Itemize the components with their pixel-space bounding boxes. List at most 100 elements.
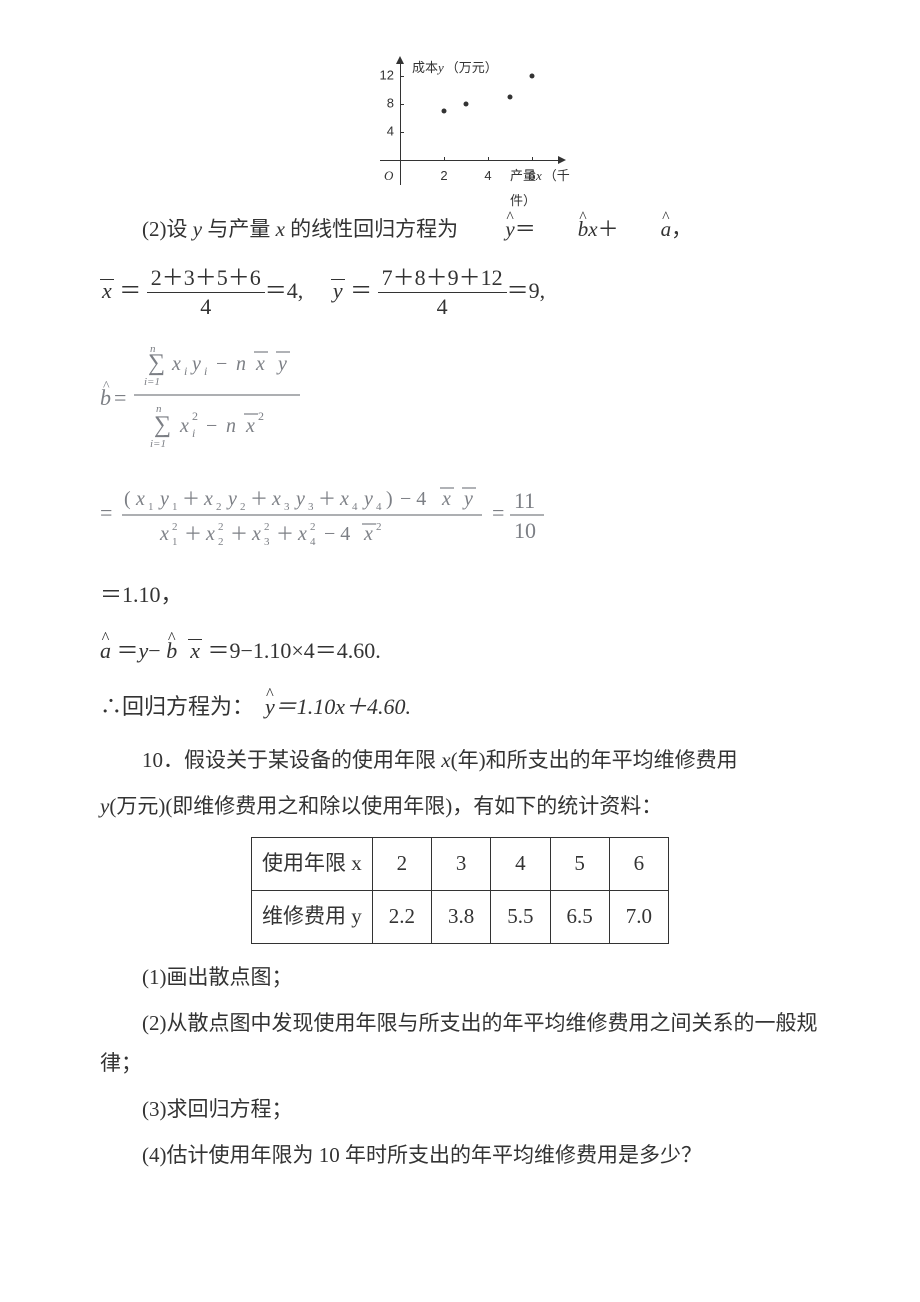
svg-text:2: 2 [264,521,270,533]
conc-tail: ＝1.10x＋4.60. [275,694,411,719]
x-title-var: x [536,168,542,183]
y-axis-arrow-icon [396,56,404,64]
formula-svg: b ^ = ∑ n i=1 x i y i − n x y ∑ n i=1 x … [100,340,720,560]
svg-text:＋: ＋ [276,524,294,544]
origin-label: O [384,164,393,189]
f-sum2: ∑ [154,412,171,438]
f-xbar2: x [245,415,255,437]
f-xbar2-sq: 2 [258,409,264,423]
x-tick [532,157,533,161]
svg-text:2: 2 [240,501,246,513]
y-axis [400,60,401,185]
means-line: x ＝ 2＋3＋5＋6 4 ＝4, y ＝ 7＋8＋9＋12 4 ＝9, [100,264,820,322]
xbar-val: ＝4, [265,278,326,303]
xbar-den: 4 [147,293,265,322]
ybar-frac: 7＋8＋9＋12 4 [378,264,507,322]
q10-tail: (万元)(即维修费用之和除以使用年限)，有如下的统计资料： [109,794,662,818]
f-bhat-hat: ^ [103,379,110,394]
svg-text:＋: ＋ [318,489,336,509]
svg-text:x: x [159,523,169,545]
x-tick [444,157,445,161]
f-n2: n [226,415,236,437]
svg-text:4: 4 [376,501,382,513]
f-sum1-n: n [150,343,156,355]
f-y1: y [158,488,169,510]
f-xi2-sq: 2 [192,409,198,423]
svg-text:3: 3 [308,501,314,513]
a-y: y [139,638,149,663]
sub-q3: (3)求回归方程； [100,1090,820,1130]
f-y4: y [362,488,373,510]
svg-text:3: 3 [264,536,270,548]
svg-text:x: x [297,523,307,545]
table-row: 使用年限 x 2 3 4 5 6 [252,838,669,891]
a-eq1: ＝ [117,638,139,663]
y-axis-title: 成本y（万元） [412,56,498,81]
table-cell: 5.5 [491,891,550,944]
y-tick [400,132,404,133]
q10-y: y [100,794,109,818]
f-sum2-i: i=1 [150,438,166,450]
scatter-point [464,102,469,107]
svg-text:x: x [441,488,451,510]
var-y: y [193,217,202,241]
svg-text:2: 2 [218,521,224,533]
f-xi: x [171,353,181,375]
svg-text:3: 3 [284,501,290,513]
y-tick-label: 8 [370,92,394,117]
f-sum1-i: i=1 [144,376,160,388]
ahat2: a [100,630,111,672]
f-x3: x [271,488,281,510]
f-xi-sub: i [184,364,187,378]
f-sum2-n: n [156,403,162,415]
bhat-formula: b ^ = ∑ n i=1 x i y i − n x y ∑ n i=1 x … [100,340,820,560]
svg-text:x: x [205,523,215,545]
svg-text:2: 2 [376,521,382,533]
svg-text:2: 2 [218,536,224,548]
var-x: x [276,217,285,241]
table-cell: 6 [609,838,668,891]
f-n1: n [236,353,246,375]
xbar-num: 2＋3＋5＋6 [147,264,265,294]
plus-sign: ＋ [598,217,619,241]
svg-text:− 4: − 4 [324,523,350,545]
scatter-point [442,109,447,114]
data-table: 使用年限 x 2 3 4 5 6 维修费用 y 2.2 3.8 5.5 6.5 … [251,837,669,944]
f-minus2: − [206,415,217,437]
svg-text:1: 1 [172,536,178,548]
f-xbar1: x [255,353,265,375]
table-header-y: 维修费用 y [252,891,373,944]
x-tick-label: 4 [484,164,491,189]
f-minus1: − [216,353,227,375]
f-res-den: 10 [514,518,536,543]
f-close: ) [386,488,393,510]
step2-mid2: 的线性回归方程为 [285,217,464,241]
step2-intro: (2)设 y 与产量 x 的线性回归方程为 y＝bx＋a， [100,210,820,250]
f-yi: y [190,353,201,375]
table-row: 维修费用 y 2.2 3.8 5.5 6.5 7.0 [252,891,669,944]
x-tick-label: 6 [528,164,535,189]
svg-text:1: 1 [172,501,178,513]
y-tick [400,104,404,105]
step2-tail: ， [671,217,692,241]
x-axis-arrow-icon [558,156,566,164]
chart-area: O 成本y（万元） 产量x（千件） 4812246 [340,60,580,200]
b-value-line: ＝1.10， [100,574,820,616]
a-xbar: x [188,639,202,662]
svg-text:＋: ＋ [230,524,248,544]
svg-text:y: y [462,488,473,510]
eq-sign: ＝ [515,217,536,241]
svg-text:＋: ＋ [182,489,200,509]
table-cell: 5 [550,838,609,891]
f-eq3: = [492,500,504,525]
bhat: b [536,210,589,250]
a-minus: − [148,638,160,663]
q10-line2: y(万元)(即维修费用之和除以使用年限)，有如下的统计资料： [100,787,820,827]
svg-text:2: 2 [216,501,222,513]
f-open: ( [124,488,131,510]
y-tick-label: 4 [370,120,394,145]
f-xi2-sub: i [192,426,195,440]
conc-prefix: ∴回归方程为： [100,694,265,719]
ybar-val: ＝9, [507,278,546,303]
conc-yhat: y [265,686,275,728]
